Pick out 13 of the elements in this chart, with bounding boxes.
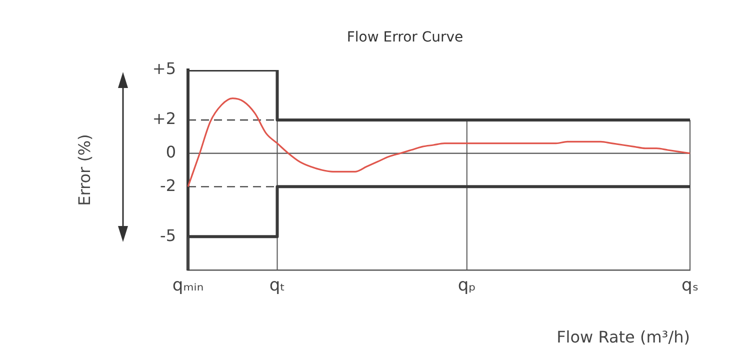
line-series	[187, 98, 691, 188]
x-tick-label: qₚ	[458, 276, 476, 296]
y-tick-label: 0	[166, 142, 176, 162]
x-tick-label: qₘᵢₙ	[172, 276, 204, 296]
y-tick-label: -2	[160, 176, 176, 195]
y-axis-title: Error (%)	[74, 134, 94, 206]
x-tick-label: qₜ	[269, 276, 286, 296]
chart-title: Flow Error Curve	[346, 30, 464, 46]
y-tick-label: +5	[152, 59, 176, 78]
y-tick-label: +2	[152, 109, 176, 128]
x-tick-label: qₛ	[681, 276, 699, 296]
y-tick-label: -5	[160, 226, 176, 245]
x-axis-title: Flow Rate (m³/h)	[556, 328, 690, 347]
